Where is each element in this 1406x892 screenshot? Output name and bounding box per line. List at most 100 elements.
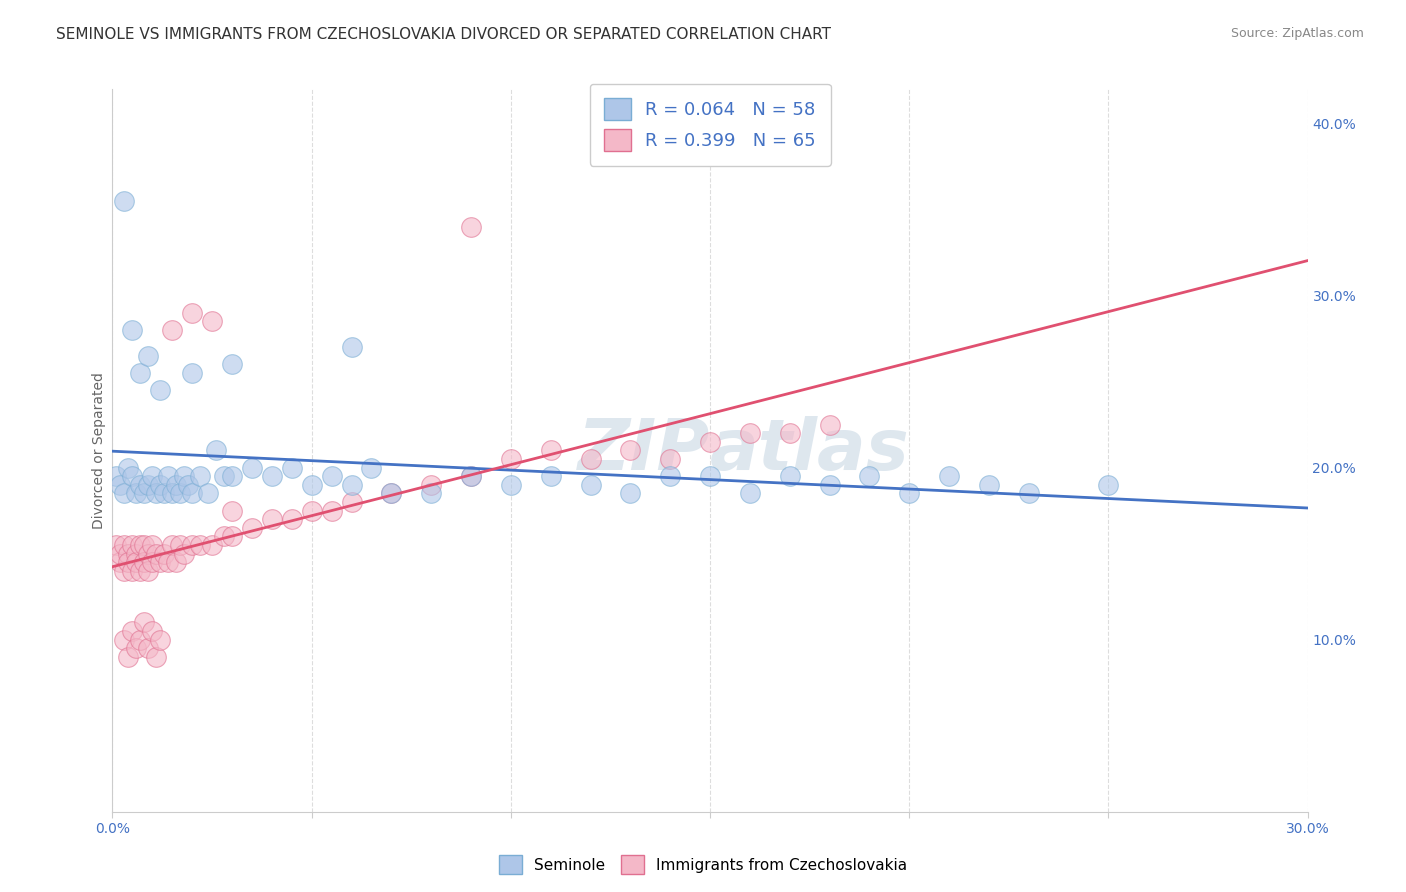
Point	[659, 469, 682, 483]
Point	[169, 538, 191, 552]
Point	[221, 503, 243, 517]
Point	[205, 443, 228, 458]
Point	[114, 486, 135, 500]
Point	[738, 486, 761, 500]
Point	[162, 486, 183, 500]
Point	[145, 649, 167, 664]
Point	[499, 452, 522, 467]
Legend: Seminole, Immigrants from Czechoslovakia: Seminole, Immigrants from Czechoslovakia	[494, 849, 912, 880]
Point	[977, 478, 1000, 492]
Point	[858, 469, 880, 483]
Point	[153, 486, 176, 500]
Point	[579, 452, 602, 467]
Point	[340, 478, 363, 492]
Point	[380, 486, 402, 500]
Point	[149, 632, 172, 647]
Point	[145, 486, 167, 500]
Point	[181, 306, 204, 320]
Y-axis label: Divorced or Separated: Divorced or Separated	[91, 372, 105, 529]
Point	[340, 495, 363, 509]
Point	[181, 538, 204, 552]
Point	[138, 349, 160, 363]
Point	[138, 564, 160, 578]
Point	[540, 443, 562, 458]
Point	[110, 555, 132, 569]
Point	[779, 426, 801, 441]
Point	[173, 469, 195, 483]
Point	[818, 478, 841, 492]
Point	[141, 469, 163, 483]
Point	[738, 426, 761, 441]
Point	[117, 460, 139, 475]
Point	[188, 469, 211, 483]
Point	[221, 469, 243, 483]
Point	[153, 547, 176, 561]
Point	[134, 555, 156, 569]
Point	[149, 478, 172, 492]
Point	[138, 478, 160, 492]
Point	[134, 538, 156, 552]
Point	[110, 478, 132, 492]
Point	[460, 469, 482, 483]
Point	[281, 460, 304, 475]
Legend: R = 0.064   N = 58, R = 0.399   N = 65: R = 0.064 N = 58, R = 0.399 N = 65	[589, 84, 831, 166]
Point	[125, 641, 148, 656]
Point	[240, 521, 263, 535]
Point	[114, 194, 135, 208]
Text: ZIP: ZIP	[578, 416, 710, 485]
Point	[1097, 478, 1119, 492]
Point	[1018, 486, 1040, 500]
Point	[141, 624, 163, 639]
Point	[114, 564, 135, 578]
Point	[129, 478, 152, 492]
Point	[117, 555, 139, 569]
Point	[117, 649, 139, 664]
Point	[898, 486, 921, 500]
Point	[121, 323, 143, 337]
Point	[165, 555, 187, 569]
Point	[149, 555, 172, 569]
Point	[818, 417, 841, 432]
Point	[114, 632, 135, 647]
Point	[129, 538, 152, 552]
Point	[157, 469, 180, 483]
Point	[699, 469, 721, 483]
Point	[129, 632, 152, 647]
Point	[149, 384, 172, 398]
Point	[110, 547, 132, 561]
Point	[125, 555, 148, 569]
Point	[138, 641, 160, 656]
Point	[619, 443, 641, 458]
Point	[121, 538, 143, 552]
Point	[181, 486, 204, 500]
Point	[141, 555, 163, 569]
Text: Source: ZipAtlas.com: Source: ZipAtlas.com	[1230, 27, 1364, 40]
Point	[188, 538, 211, 552]
Point	[121, 624, 143, 639]
Point	[260, 512, 283, 526]
Point	[125, 486, 148, 500]
Point	[177, 478, 200, 492]
Point	[499, 478, 522, 492]
Point	[105, 469, 128, 483]
Point	[321, 503, 343, 517]
Point	[240, 460, 263, 475]
Point	[260, 469, 283, 483]
Point	[281, 512, 304, 526]
Point	[360, 460, 382, 475]
Point	[125, 547, 148, 561]
Point	[212, 529, 235, 543]
Point	[181, 366, 204, 380]
Point	[201, 314, 224, 328]
Point	[165, 478, 187, 492]
Point	[201, 538, 224, 552]
Point	[105, 538, 128, 552]
Point	[579, 478, 602, 492]
Point	[301, 503, 323, 517]
Point	[212, 469, 235, 483]
Point	[779, 469, 801, 483]
Point	[420, 478, 443, 492]
Point	[114, 538, 135, 552]
Point	[141, 538, 163, 552]
Point	[117, 547, 139, 561]
